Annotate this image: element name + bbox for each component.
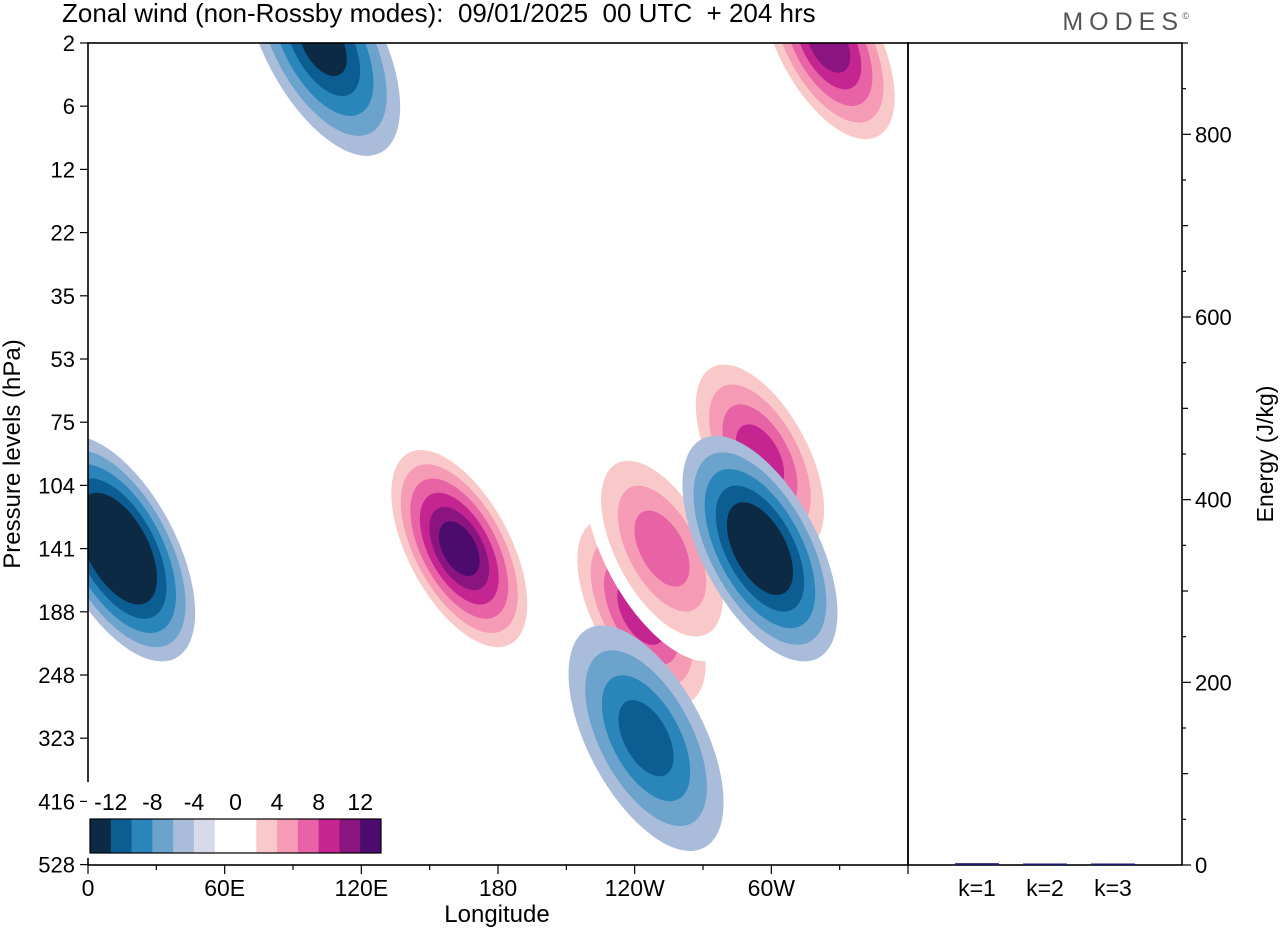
x-tick-label: 60W <box>748 875 796 901</box>
y-tick-label: 53 <box>51 347 75 372</box>
brand-copyright-mark: © <box>1182 11 1189 21</box>
brand-logo: MODES <box>1062 8 1184 36</box>
contour-positive-0-level-7 <box>438 521 480 577</box>
y-tick-label: 141 <box>38 537 75 562</box>
contour-positive-4-level-4 <box>634 510 690 587</box>
energy-bar-k=2 <box>1023 863 1067 865</box>
energy-tick-label: 800 <box>1195 122 1232 147</box>
colorbar-label: -4 <box>184 789 205 815</box>
energy-tick-label: 200 <box>1195 670 1232 695</box>
colorbar-swatch <box>256 819 278 853</box>
contour-negative-7-level-4 <box>618 700 674 777</box>
pressure-axis: 2 6 12 22 35 53 75 104 141 188 248 323 416 528 <box>38 31 88 878</box>
chart-title: Zonal wind (non-Rossby modes): 09/01/202… <box>62 0 816 28</box>
colorbar-swatch <box>297 819 320 853</box>
colorbar-swatch <box>90 819 112 853</box>
colorbar-label: 8 <box>312 789 325 815</box>
colorbar-label: 12 <box>347 789 373 815</box>
x-tick-label: 60E <box>204 875 245 901</box>
y-tick-label: 35 <box>51 284 75 309</box>
energy-category-label: k=3 <box>1094 875 1132 901</box>
y-tick-label: 22 <box>51 221 75 246</box>
colorbar-swatch <box>235 819 257 853</box>
colorbar-label: 0 <box>229 789 242 815</box>
colorbar-swatch <box>193 819 216 853</box>
colorbar-swatch <box>214 819 236 853</box>
energy-tick-label: 600 <box>1195 305 1232 330</box>
colorbar-swatch <box>173 819 195 853</box>
colorbar-swatch <box>318 819 340 853</box>
y-tick-label: 2 <box>63 31 75 56</box>
energy-panel-frame <box>907 42 1183 866</box>
colorbar-swatch <box>339 819 361 853</box>
colorbar: -12 -8 -4 0 4 8 12 <box>87 782 384 858</box>
colorbar-frame <box>89 818 382 854</box>
contour-negative-5-level-7 <box>97 521 139 577</box>
colorbar-swatch <box>152 819 174 853</box>
x-tick-label: 120W <box>605 875 665 901</box>
y-tick-label: 75 <box>51 410 75 435</box>
x-tick-label: 180 <box>479 875 517 901</box>
energy-bars: k=1 k=2 k=3 <box>955 863 1135 901</box>
x-tick-label: 0 <box>82 875 95 901</box>
y-tick-label: 6 <box>63 94 75 119</box>
energy-axis: 0 200 400 600 800 <box>1182 42 1232 878</box>
energy-axis-label: Energy (J/kg) <box>1252 386 1278 523</box>
y-tick-label: 188 <box>38 600 75 625</box>
colorbar-label: -8 <box>142 789 162 815</box>
y-tick-label: 104 <box>38 473 75 498</box>
x-tick-label: 120E <box>334 875 388 901</box>
contour-negative-6-level-6 <box>737 518 782 579</box>
energy-category-label: k=2 <box>1026 875 1064 901</box>
longitude-axis: 0 60E 120E 180 120W 60W <box>82 865 909 901</box>
y-tick-label: 323 <box>38 726 75 751</box>
colorbar-label: 4 <box>271 789 284 815</box>
heatmap-contours <box>88 43 906 852</box>
energy-bar-k=1 <box>955 863 999 865</box>
energy-tick-label: 400 <box>1195 488 1232 513</box>
energy-bar-k=3 <box>1091 863 1135 865</box>
colorbar-swatch <box>360 819 382 853</box>
y-tick-label: 416 <box>38 789 75 814</box>
colorbar-swatch <box>110 819 133 853</box>
y-axis-label: Pressure levels (hPa) <box>0 339 26 568</box>
contour-positive-3-level-6 <box>806 43 851 73</box>
x-axis-label: Longitude <box>444 901 549 928</box>
energy-category-label: k=1 <box>958 875 996 901</box>
colorbar-label: -12 <box>94 789 127 815</box>
colorbar-swatch <box>277 819 299 853</box>
colorbar-swatch <box>131 819 153 853</box>
y-tick-label: 248 <box>38 663 75 688</box>
y-tick-label: 12 <box>51 157 75 182</box>
y-tick-label: 528 <box>38 853 75 878</box>
energy-tick-label: 0 <box>1195 853 1207 878</box>
